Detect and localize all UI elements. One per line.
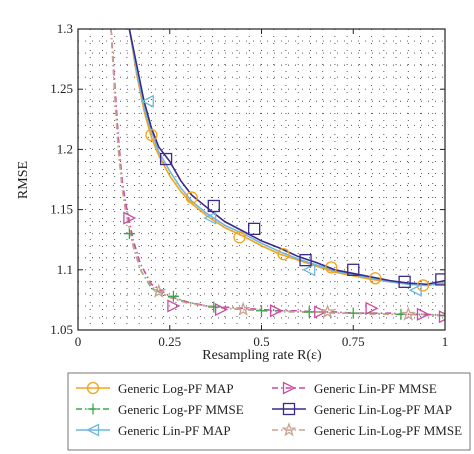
data-point-generic-lin-log-pf-map	[299, 254, 312, 267]
legend-label: Generic Lin-PF MAP	[118, 423, 231, 438]
series-layer	[110, 29, 445, 317]
legend-marker	[86, 423, 100, 437]
legend-label: Generic Log-PF MMSE	[118, 402, 244, 417]
axis-layer: 0 0.25 0.5 0.75 1 1.05 1.1 1.15 1.2 1.25 1.3	[50, 21, 448, 349]
data-point-generic-log-pf-mmse	[256, 305, 267, 317]
data-point-generic-lin-log-pf-mmse	[151, 283, 167, 298]
data-point-generic-lin-log-pf-map	[207, 199, 220, 213]
data-point-generic-log-pf-map	[369, 272, 382, 285]
legend-marker	[281, 422, 297, 437]
data-point-generic-lin-log-pf-map	[398, 275, 411, 288]
x-axis-label-text: Resampling rate R(ε)	[202, 348, 322, 363]
data-point-generic-lin-log-pf-map	[435, 273, 445, 286]
plot-frame	[77, 28, 446, 331]
legend-label: Generic Log-PF MAP	[118, 381, 234, 396]
x-tick-label: 0.75	[342, 334, 365, 349]
data-point-generic-lin-pf-map	[408, 283, 422, 297]
data-point-generic-lin-pf-map	[203, 211, 217, 225]
x-tick-label: 0	[75, 334, 82, 349]
y-tick-label: 1.1	[57, 262, 73, 277]
y-tick-label: 1.15	[50, 202, 73, 217]
legend-item-generic-lin-log-pf-mmse: Generic Lin-Log-PF MMSE	[272, 422, 462, 438]
data-point-generic-log-pf-map	[145, 128, 158, 142]
data-point-generic-log-pf-map	[325, 261, 338, 274]
data-point-generic-log-pf-mmse	[347, 307, 359, 319]
data-point-generic-log-pf-map	[185, 191, 198, 204]
data-point-generic-lin-log-pf-map	[159, 152, 173, 166]
legend-label: Generic Lin-PF MMSE	[314, 381, 437, 396]
data-point-generic-lin-pf-mmse	[365, 301, 379, 315]
data-point-generic-lin-pf-mmse	[314, 305, 328, 319]
data-point-generic-log-pf-map	[277, 247, 290, 261]
data-point-generic-lin-log-pf-map	[347, 263, 360, 276]
x-tick-label: 0.5	[253, 334, 269, 349]
data-point-generic-lin-pf-map	[302, 263, 316, 277]
x-tick-label: 1	[442, 334, 449, 349]
data-point-generic-lin-log-pf-mmse	[400, 306, 416, 321]
y-tick-label: 1.3	[57, 21, 73, 36]
legend-item-generic-lin-pf-map: Generic Lin-PF MAP	[76, 423, 231, 438]
data-point-generic-log-pf-mmse	[123, 228, 135, 240]
legend: Generic Log-PF MAP Generic Log-PF MMSE Gen…	[76, 381, 462, 438]
legend-label: Generic Lin-Log-PF MAP	[314, 402, 452, 417]
data-point-generic-lin-pf-map	[140, 94, 154, 108]
data-point-generic-log-pf-mmse	[439, 310, 445, 322]
legend-marker	[86, 381, 100, 395]
y-tick-label: 1.05	[50, 322, 73, 337]
marker-layer	[123, 94, 445, 324]
legend-label: Generic Lin-Log-PF MMSE	[314, 423, 462, 438]
y-axis-label: RMSE	[16, 161, 31, 199]
legend-item-generic-lin-pf-mmse: Generic Lin-PF MMSE	[272, 381, 437, 396]
data-point-generic-log-pf-map	[233, 231, 246, 244]
legend-marker	[282, 381, 296, 395]
data-point-generic-log-pf-mmse	[208, 301, 220, 313]
data-point-generic-lin-pf-mmse	[270, 304, 284, 318]
data-point-generic-lin-log-pf-mmse	[320, 304, 336, 319]
data-point-generic-log-pf-mmse	[167, 290, 179, 302]
y-tick-label: 1.2	[57, 141, 73, 156]
series-line-generic-log-pf-mmse	[110, 29, 445, 317]
series-line-generic-lin-pf-map	[128, 29, 445, 287]
data-point-generic-lin-pf-mmse	[416, 307, 430, 321]
data-point-generic-lin-pf-mmse	[167, 299, 181, 313]
series-line-generic-lin-log-pf-mmse	[110, 29, 445, 317]
series-line-generic-log-pf-map	[128, 29, 445, 287]
x-tick-label: 0.25	[158, 334, 181, 349]
data-point-generic-log-pf-mmse	[303, 306, 315, 318]
data-point-generic-lin-log-pf-mmse	[235, 301, 251, 316]
data-point-generic-lin-pf-mmse	[438, 310, 445, 324]
legend-item-generic-log-pf-mmse: Generic Log-PF MMSE	[76, 402, 244, 417]
grid-layer	[78, 29, 445, 330]
data-point-generic-lin-pf-mmse	[123, 211, 137, 225]
series-line-generic-lin-pf-mmse	[110, 29, 445, 317]
y-tick-label: 1.25	[50, 81, 73, 96]
legend-item-generic-lin-log-pf-map: Generic Lin-Log-PF MAP	[272, 402, 452, 417]
x-axis-label: Resampling rate R(ε)	[202, 348, 322, 363]
data-point-generic-log-pf-map	[416, 279, 430, 292]
legend-marker	[87, 403, 99, 415]
legend-item-generic-log-pf-map: Generic Log-PF MAP	[76, 381, 234, 396]
data-point-generic-lin-log-pf-map	[248, 222, 261, 236]
legend-marker	[282, 402, 296, 416]
data-point-generic-lin-pf-mmse	[214, 302, 229, 317]
legend-box	[67, 372, 471, 451]
